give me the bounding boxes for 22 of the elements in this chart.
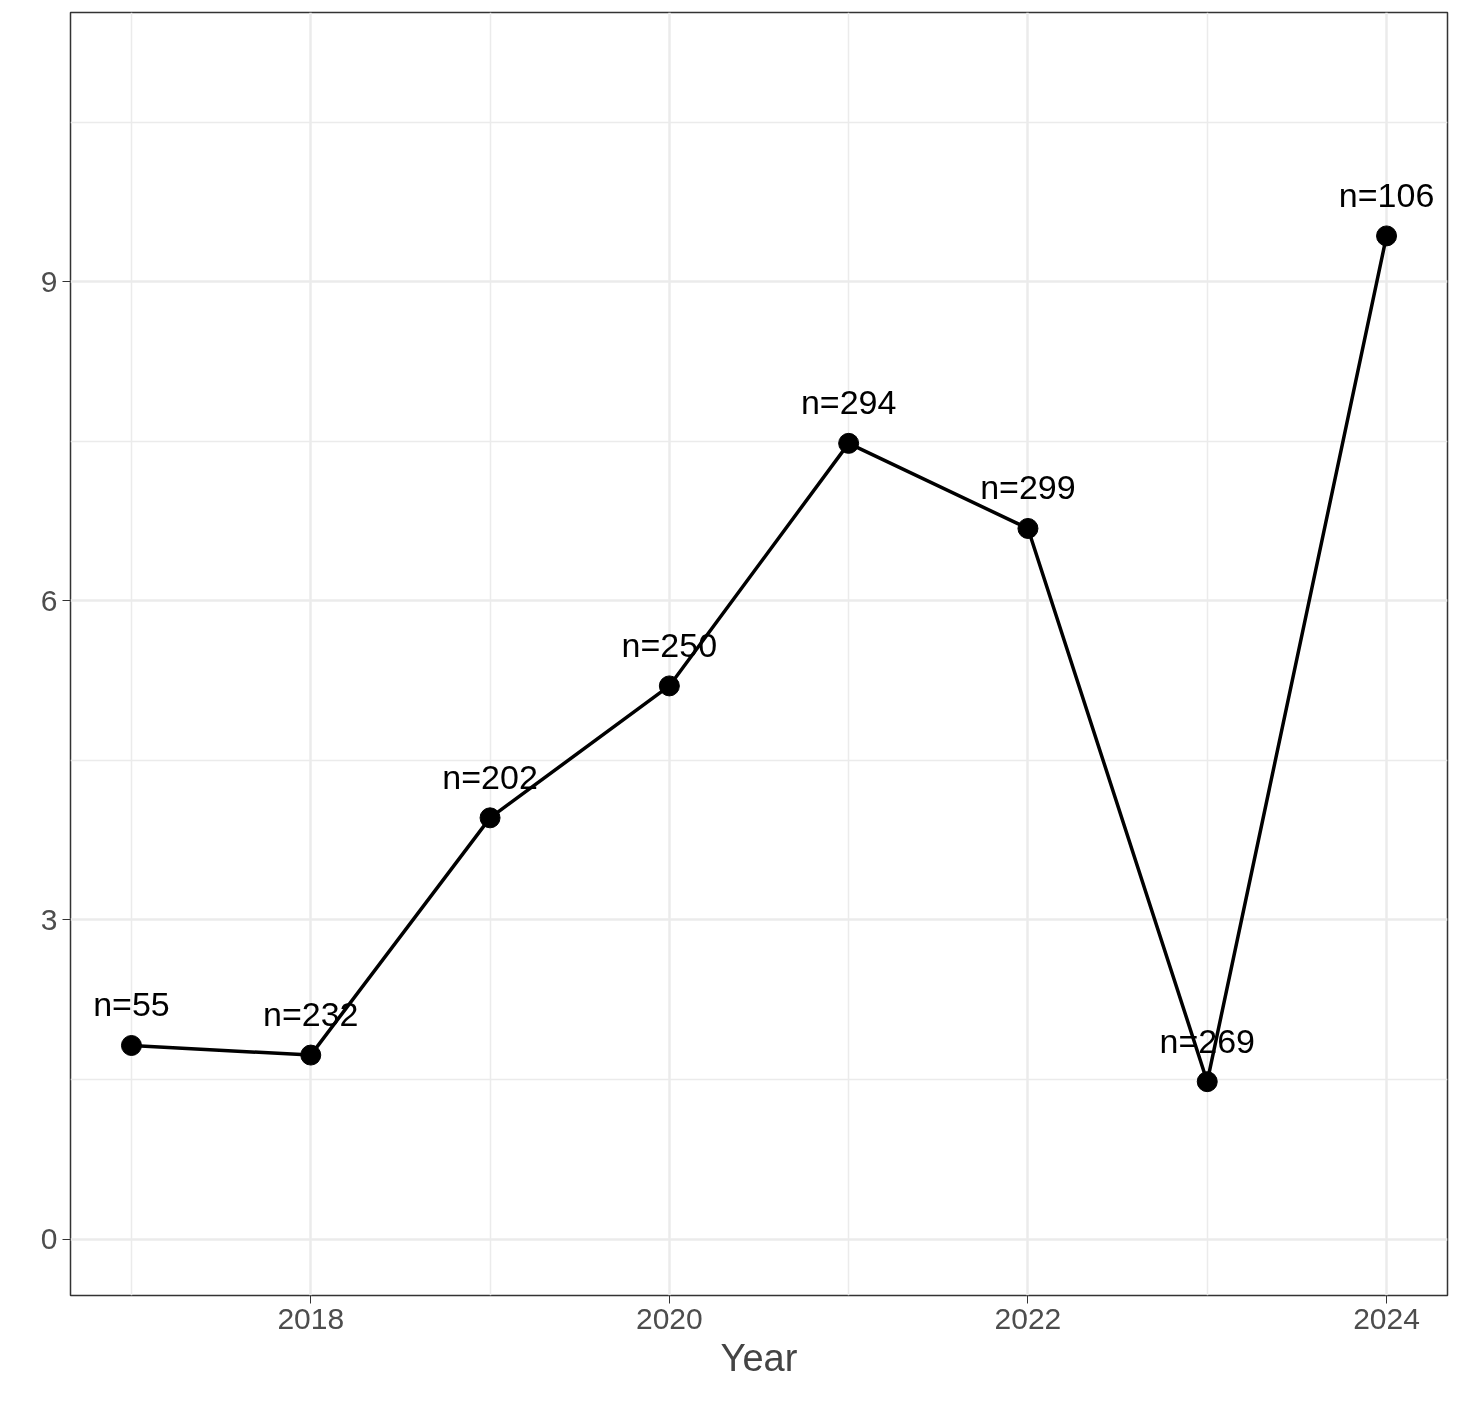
point <box>838 432 860 454</box>
x-tick-label: 2022 <box>994 1301 1062 1335</box>
annotation: n=55 <box>93 985 170 1024</box>
x-axis-title: Year <box>720 1336 798 1379</box>
point <box>658 675 680 697</box>
annotation: n=294 <box>800 383 897 422</box>
y-tick-label: 6 <box>40 583 58 617</box>
point <box>1376 225 1398 247</box>
y-tick-label: 3 <box>40 902 58 936</box>
x-tick-label: 2020 <box>635 1301 703 1335</box>
point <box>1196 1071 1218 1093</box>
point <box>300 1044 322 1066</box>
y-tick-label: 9 <box>40 264 58 298</box>
annotation: n=299 <box>980 468 1076 507</box>
point <box>120 1035 142 1056</box>
x-tick-label: 2024 <box>1353 1301 1420 1335</box>
x-tick-label: 2018 <box>277 1301 345 1335</box>
point <box>479 807 501 829</box>
y-tick-label: 0 <box>40 1222 58 1256</box>
annotation: n=202 <box>442 757 538 796</box>
point <box>1017 517 1039 539</box>
annotation: n=106 <box>1338 175 1435 214</box>
